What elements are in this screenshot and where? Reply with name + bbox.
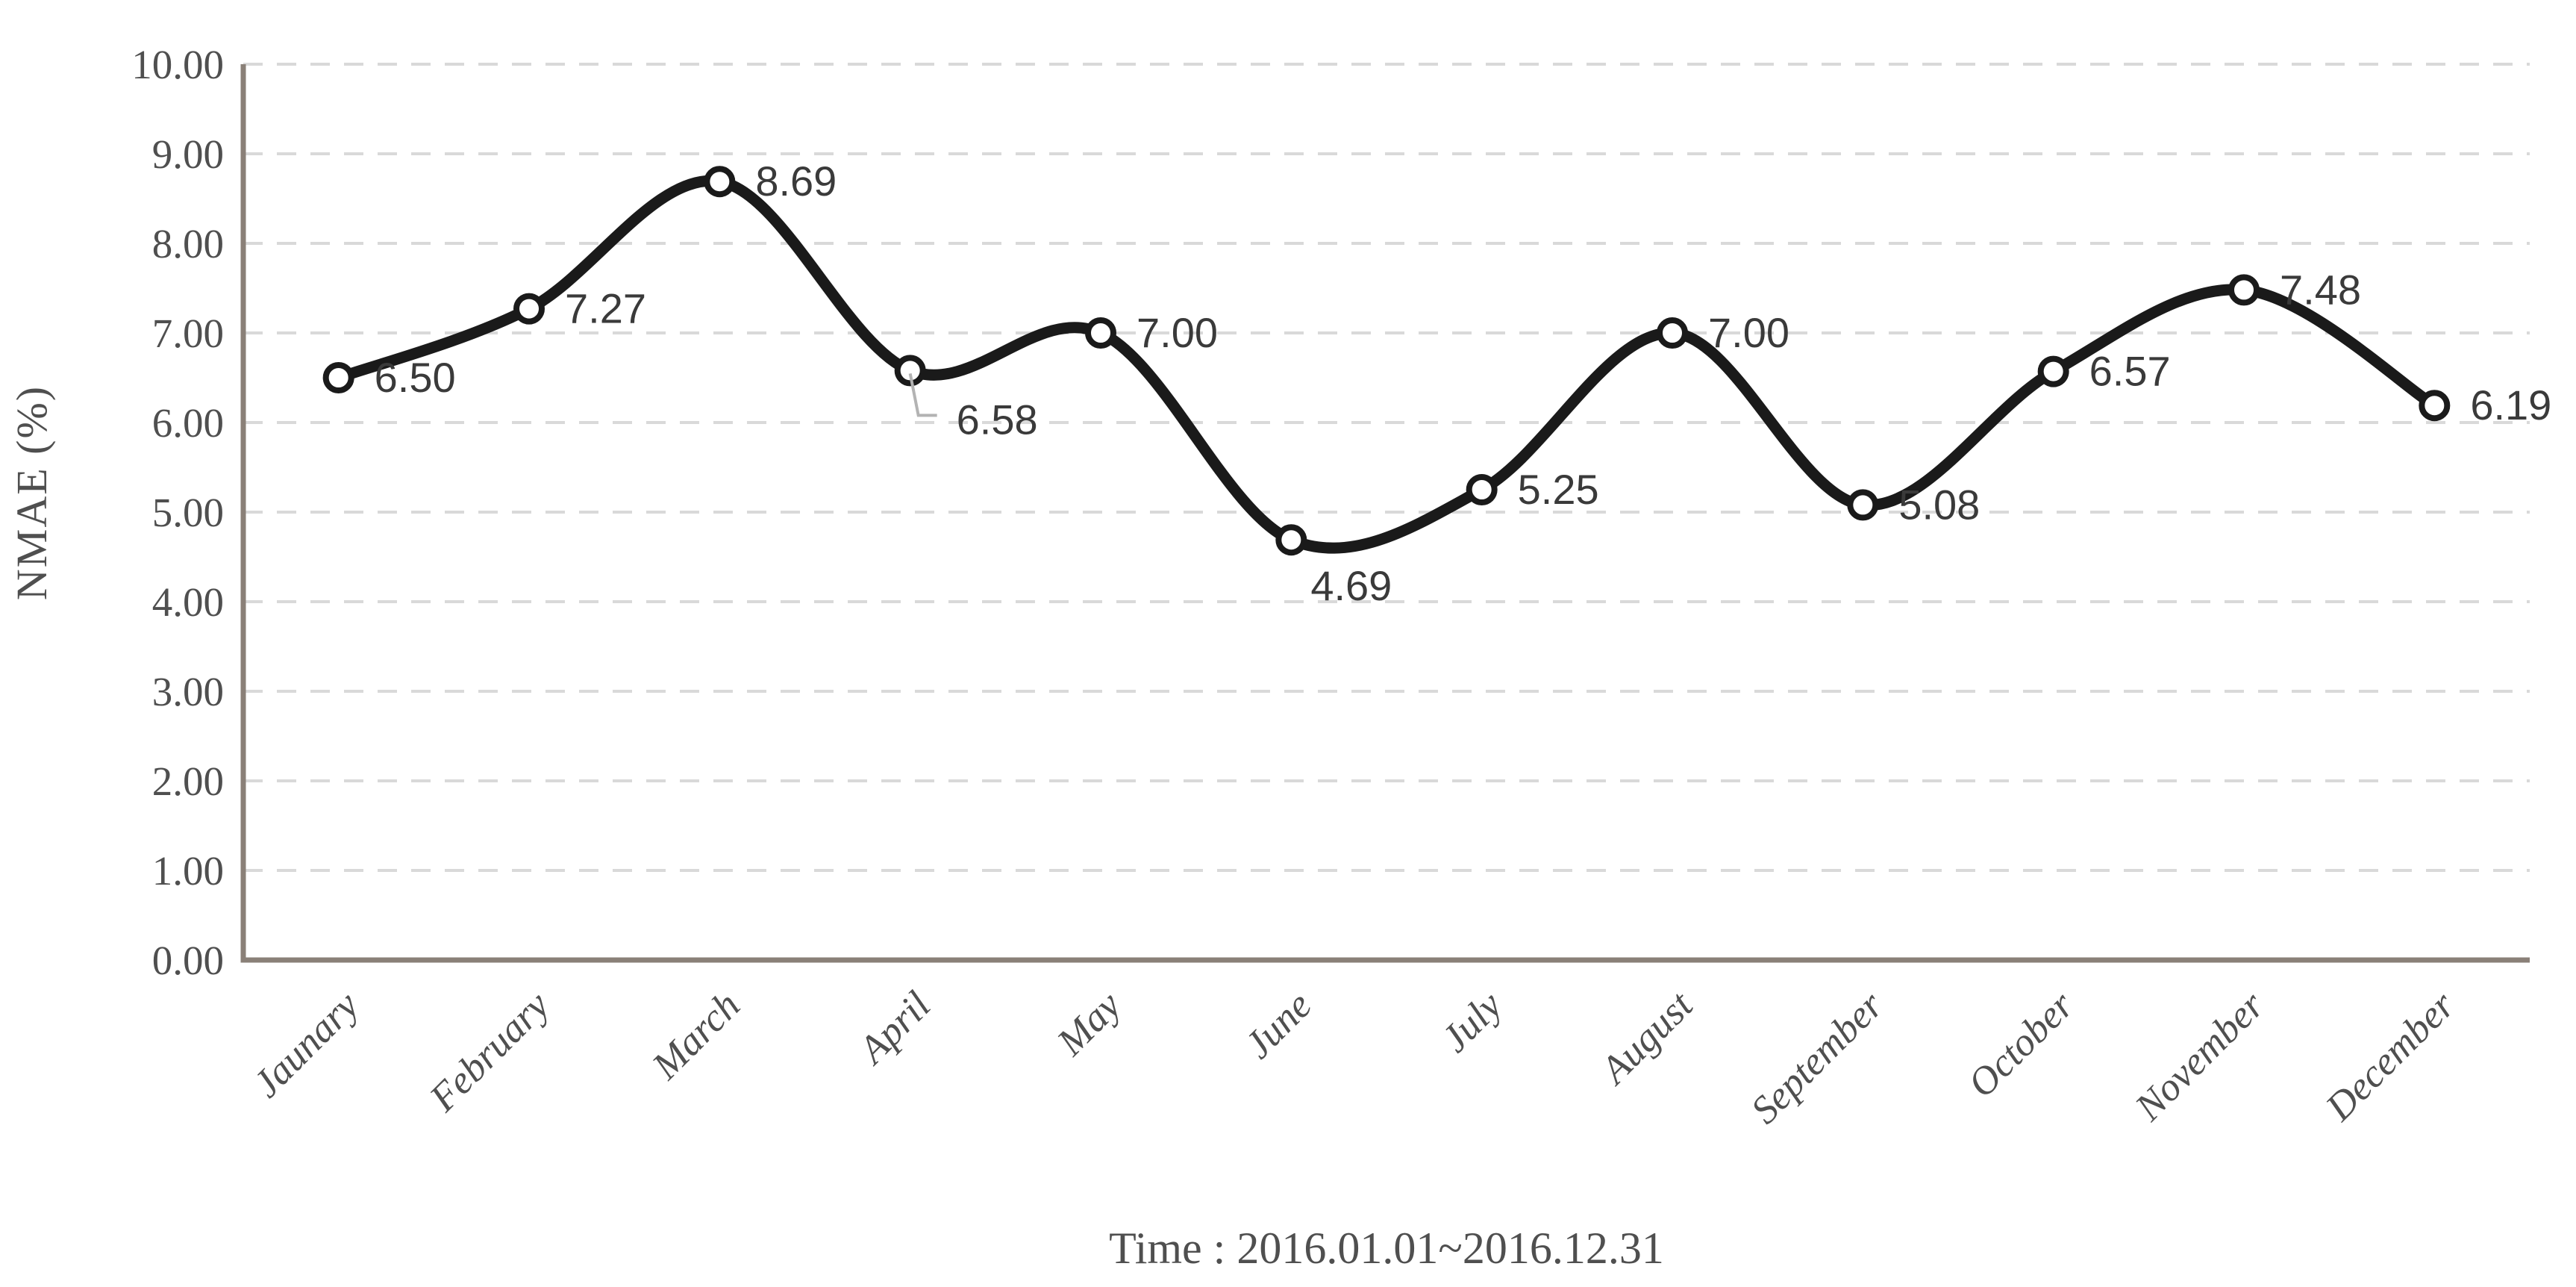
y-tick-label: 7.00 bbox=[152, 311, 224, 356]
x-tick-month-label: May bbox=[1048, 983, 1130, 1065]
series-group bbox=[322, 166, 2451, 556]
data-point-label: 7.27 bbox=[565, 285, 646, 332]
x-tick-month-label: December bbox=[2317, 983, 2463, 1129]
data-point-label: 7.48 bbox=[2280, 266, 2361, 313]
y-axis-tick-labels: 0.00 1.00 2.00 3.00 4.00 5.00 6.00 7.00 8.00 9.00… bbox=[131, 42, 224, 983]
y-tick-label: 9.00 bbox=[152, 131, 224, 177]
y-tick-label: 6.00 bbox=[152, 400, 224, 446]
data-labels-group: 6.50 7.27 8.69 6.58 7.00 4.69 5.25 7.00 5.08 6.57… bbox=[375, 158, 2552, 609]
y-tick-label: 1.00 bbox=[152, 848, 224, 894]
data-point-marker bbox=[2228, 274, 2260, 306]
data-point-marker bbox=[1466, 474, 1498, 505]
y-tick-label: 5.00 bbox=[152, 490, 224, 535]
label-leader-line bbox=[908, 373, 937, 417]
data-point-label: 7.00 bbox=[1137, 309, 1218, 356]
x-tick-month-label: April bbox=[849, 983, 939, 1073]
data-point-marker bbox=[322, 362, 354, 393]
data-point-label: 6.58 bbox=[957, 396, 1038, 443]
data-point-marker bbox=[1847, 489, 1879, 521]
x-tick-month-label: June bbox=[1237, 983, 1320, 1067]
data-point-marker bbox=[894, 355, 926, 387]
data-point-label: 6.57 bbox=[2089, 348, 2171, 395]
data-point-label: 6.50 bbox=[375, 354, 456, 401]
x-tick-month-label: August bbox=[1591, 983, 1701, 1094]
x-axis-month-labels: Jaunary February March April May June July Augu… bbox=[245, 983, 2463, 1132]
y-tick-label: 0.00 bbox=[152, 938, 224, 983]
x-tick-month-label: July bbox=[1434, 983, 1511, 1061]
x-axis-caption: Time : 2016.01.01~2016.12.31 bbox=[1109, 1224, 1664, 1273]
x-tick-month-label: October bbox=[1960, 983, 2082, 1106]
y-axis-title: NMAE (%) bbox=[7, 385, 56, 600]
data-point-marker bbox=[2419, 390, 2451, 422]
gridlines-group bbox=[243, 63, 2530, 872]
data-point-marker bbox=[2037, 355, 2069, 387]
data-point-label: 4.69 bbox=[1310, 562, 1392, 609]
axis-lines bbox=[240, 64, 2530, 963]
y-tick-label: 10.00 bbox=[131, 42, 224, 87]
data-point-marker bbox=[704, 166, 736, 198]
data-point-label: 5.25 bbox=[1518, 466, 1599, 513]
data-point-label: 6.19 bbox=[2470, 381, 2551, 429]
data-point-marker bbox=[1657, 317, 1688, 349]
y-tick-label: 2.00 bbox=[152, 758, 224, 804]
x-tick-month-label: Jaunary bbox=[245, 983, 367, 1106]
data-point-label: 7.00 bbox=[1708, 309, 1789, 356]
data-point-marker bbox=[513, 293, 545, 325]
data-point-marker bbox=[1085, 317, 1116, 349]
x-tick-month-label: February bbox=[421, 983, 558, 1121]
data-point-label: 5.08 bbox=[1898, 481, 1980, 528]
y-tick-label: 4.00 bbox=[152, 579, 224, 625]
data-point-marker bbox=[1275, 524, 1307, 556]
data-point-label: 8.69 bbox=[755, 158, 837, 205]
x-tick-month-label: March bbox=[644, 983, 748, 1088]
x-tick-month-label: September bbox=[1743, 983, 1892, 1132]
x-tick-month-label: November bbox=[2127, 983, 2273, 1129]
y-tick-label: 8.00 bbox=[152, 221, 224, 267]
y-tick-label: 3.00 bbox=[152, 669, 224, 714]
